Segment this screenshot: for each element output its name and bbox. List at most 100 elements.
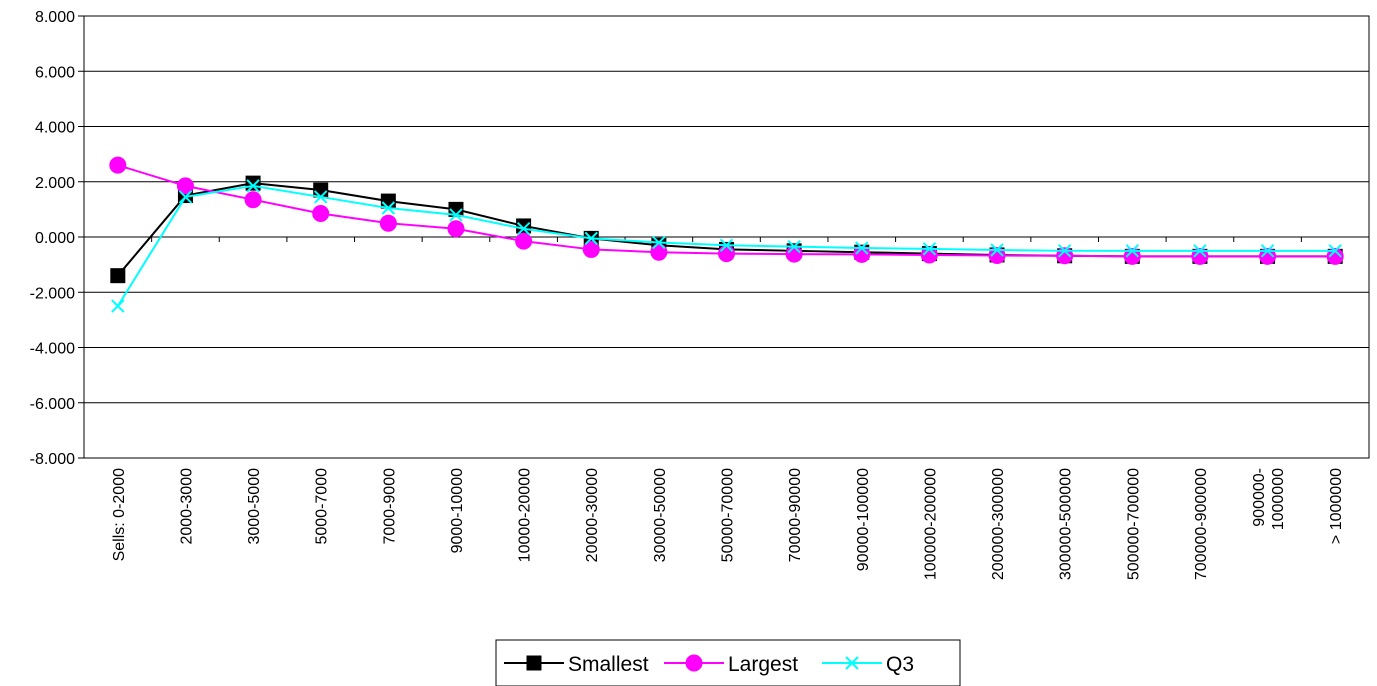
x-tick-label: 9000-10000 <box>449 468 466 554</box>
data-point <box>381 201 396 215</box>
data-point <box>447 220 465 238</box>
svg-text:700000-900000: 700000-900000 <box>1193 468 1210 580</box>
data-point <box>244 191 262 209</box>
svg-text:7000-9000: 7000-9000 <box>381 468 398 545</box>
series-largest <box>109 156 1344 265</box>
data-point <box>920 246 938 264</box>
data-point <box>515 232 533 250</box>
data-point <box>685 654 703 672</box>
data-point <box>1123 247 1141 265</box>
svg-text:5000-7000: 5000-7000 <box>314 468 331 545</box>
data-point <box>109 156 127 174</box>
series-q3 <box>111 179 1342 313</box>
data-point <box>1326 247 1344 265</box>
data-point <box>855 241 869 255</box>
y-axis: 8.000 6.000 4.000 2.000 0.000 -2.000 -4.000 -6.… <box>30 9 84 468</box>
x-tick-label: 900000- 1000000 <box>1251 468 1287 530</box>
data-point <box>246 179 260 193</box>
data-point <box>845 656 859 670</box>
data-point <box>785 245 803 263</box>
data-point <box>516 218 532 234</box>
data-point <box>176 177 194 195</box>
svg-text:10000-20000: 10000-20000 <box>517 468 534 562</box>
svg-text:100000-200000: 100000-200000 <box>922 468 939 580</box>
x-tick-label: 20000-30000 <box>584 468 601 562</box>
data-point <box>516 222 531 236</box>
data-point <box>379 214 397 232</box>
y-tick-label: 2.000 <box>35 175 75 192</box>
x-tick-label: 10000-20000 <box>517 468 534 562</box>
data-point <box>314 190 328 204</box>
x-tick-label: 300000-500000 <box>1058 468 1075 580</box>
svg-text:200000-300000: 200000-300000 <box>990 468 1007 580</box>
data-point <box>1328 244 1342 258</box>
svg-text:300000-500000: 300000-500000 <box>1058 468 1075 580</box>
svg-text:90000-100000: 90000-100000 <box>855 468 872 571</box>
svg-text:Sells: 0-2000: Sells: 0-2000 <box>111 468 128 561</box>
svg-text:9000-10000: 9000-10000 <box>449 468 466 554</box>
data-point <box>245 175 261 191</box>
x-tick-label: 3000-5000 <box>246 468 263 545</box>
data-point <box>526 655 542 671</box>
data-point <box>719 238 734 252</box>
x-tick-label: 700000-900000 <box>1193 468 1210 580</box>
data-point <box>111 299 125 313</box>
data-point <box>853 245 871 263</box>
data-point <box>718 245 735 263</box>
x-tick-label: 500000-700000 <box>1125 468 1142 580</box>
y-tick-label: -2.000 <box>30 285 75 302</box>
x-tick-label: > 1000000 <box>1328 468 1345 544</box>
legend-item-q3: Q3 <box>822 653 914 676</box>
y-tick-label: -6.000 <box>30 396 75 413</box>
data-point <box>1193 244 1207 258</box>
legend-label: Q3 <box>886 653 914 676</box>
data-point <box>652 235 666 250</box>
data-point <box>312 205 330 223</box>
data-point <box>990 243 1004 257</box>
x-tick-label: 200000-300000 <box>990 468 1007 580</box>
x-tick-label: 100000-200000 <box>922 468 939 580</box>
svg-text:500000-700000: 500000-700000 <box>1125 468 1142 580</box>
legend-label: Largest <box>728 653 798 676</box>
svg-text:70000-90000: 70000-90000 <box>787 468 804 562</box>
svg-text:20000-30000: 20000-30000 <box>584 468 601 562</box>
y-tick-label: 0.000 <box>35 230 75 247</box>
data-point <box>1259 247 1277 265</box>
legend-item-largest: Largest <box>664 653 798 676</box>
data-point <box>178 190 193 204</box>
x-tick-label: 7000-9000 <box>381 468 398 545</box>
data-point <box>380 193 396 209</box>
svg-text:900000-1000000: 900000- 1000000 <box>1251 468 1287 530</box>
legend: Smallest Largest Q3 <box>495 639 961 686</box>
data-point <box>1057 244 1072 258</box>
y-tick-label: 6.000 <box>35 64 75 81</box>
x-tick-label: 50000-70000 <box>720 468 737 562</box>
svg-text:> 1000000: > 1000000 <box>1328 468 1345 544</box>
data-point <box>1125 244 1139 258</box>
x-tick-label: 30000-50000 <box>652 468 669 562</box>
x-tick-label: Sells: 0-2000 <box>111 468 128 561</box>
legend-item-smallest: Smallest <box>504 653 649 676</box>
legend-label: Smallest <box>568 653 649 676</box>
svg-text:30000-50000: 30000-50000 <box>652 468 669 562</box>
data-point <box>584 231 598 246</box>
data-point <box>110 268 126 284</box>
y-tick-label: 8.000 <box>35 9 75 26</box>
x-axis: Sells: 0-2000 2000-3000 3000-5000 5000-7000… <box>83 236 1370 580</box>
data-point <box>582 240 600 258</box>
x-tick-label: 90000-100000 <box>855 468 872 571</box>
data-point <box>313 182 329 198</box>
data-point <box>650 243 668 261</box>
series-layer <box>109 156 1344 313</box>
y-tick-label: -8.000 <box>30 451 75 468</box>
data-point <box>1260 244 1275 258</box>
data-point <box>787 239 801 254</box>
legend-box <box>495 639 961 686</box>
x-tick-label: 2000-3000 <box>178 468 195 545</box>
y-tick-label: 4.000 <box>35 120 75 137</box>
data-point <box>448 201 464 217</box>
svg-text:2000-3000: 2000-3000 <box>178 468 195 545</box>
data-point <box>449 208 463 222</box>
y-tick-label: -4.000 <box>30 341 75 358</box>
